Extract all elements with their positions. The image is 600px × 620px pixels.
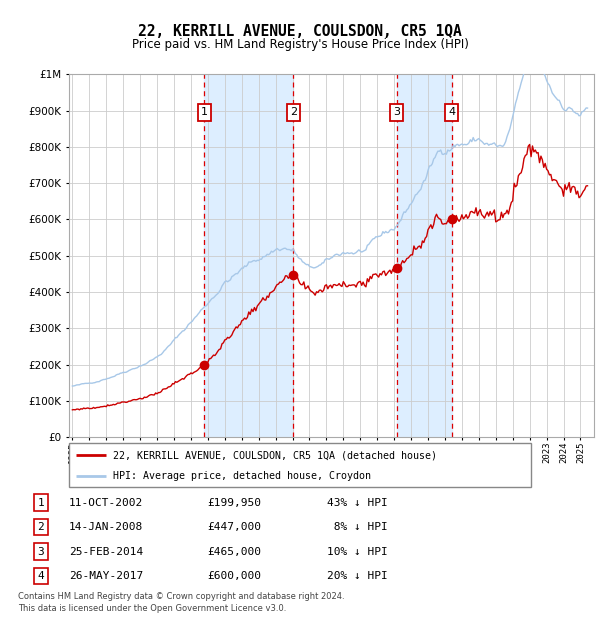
- Text: 8% ↓ HPI: 8% ↓ HPI: [327, 522, 388, 532]
- Text: This data is licensed under the Open Government Licence v3.0.: This data is licensed under the Open Gov…: [18, 603, 286, 613]
- Text: 3: 3: [37, 547, 44, 557]
- Text: £600,000: £600,000: [207, 571, 261, 581]
- Text: 20% ↓ HPI: 20% ↓ HPI: [327, 571, 388, 581]
- Bar: [204, 74, 293, 437]
- Text: Contains HM Land Registry data © Crown copyright and database right 2024.: Contains HM Land Registry data © Crown c…: [18, 592, 344, 601]
- Text: 25-FEB-2014: 25-FEB-2014: [69, 547, 143, 557]
- Text: 22, KERRILL AVENUE, COULSDON, CR5 1QA (detached house): 22, KERRILL AVENUE, COULSDON, CR5 1QA (d…: [113, 450, 437, 460]
- Text: 26-MAY-2017: 26-MAY-2017: [69, 571, 143, 581]
- Text: 4: 4: [448, 107, 455, 117]
- Text: 2: 2: [37, 522, 44, 532]
- Text: Price paid vs. HM Land Registry's House Price Index (HPI): Price paid vs. HM Land Registry's House …: [131, 38, 469, 51]
- Text: 10% ↓ HPI: 10% ↓ HPI: [327, 547, 388, 557]
- Text: 11-OCT-2002: 11-OCT-2002: [69, 498, 143, 508]
- Text: £447,000: £447,000: [207, 522, 261, 532]
- Text: 1: 1: [37, 498, 44, 508]
- Text: HPI: Average price, detached house, Croydon: HPI: Average price, detached house, Croy…: [113, 471, 371, 481]
- Text: 1: 1: [200, 107, 208, 117]
- Text: £465,000: £465,000: [207, 547, 261, 557]
- Bar: [397, 74, 452, 437]
- Text: 14-JAN-2008: 14-JAN-2008: [69, 522, 143, 532]
- FancyBboxPatch shape: [69, 443, 531, 487]
- Text: 22, KERRILL AVENUE, COULSDON, CR5 1QA: 22, KERRILL AVENUE, COULSDON, CR5 1QA: [138, 24, 462, 38]
- Text: 2: 2: [290, 107, 297, 117]
- Text: 43% ↓ HPI: 43% ↓ HPI: [327, 498, 388, 508]
- Text: 4: 4: [37, 571, 44, 581]
- Text: £199,950: £199,950: [207, 498, 261, 508]
- Text: 3: 3: [393, 107, 400, 117]
